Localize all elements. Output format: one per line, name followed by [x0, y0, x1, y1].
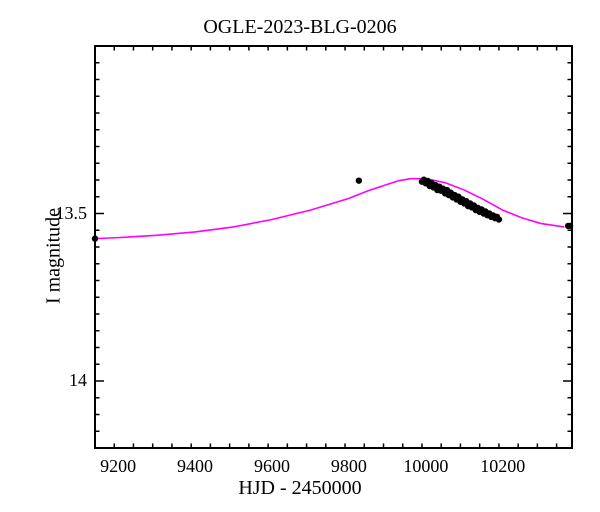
chart-title: OGLE-2023-BLG-0206	[0, 16, 600, 39]
x-tick-label: 9200	[94, 456, 142, 477]
x-tick-label: 9400	[171, 456, 219, 477]
y-tick-label: 13.5	[56, 203, 88, 224]
x-tick-label: 9600	[248, 456, 296, 477]
light-curve-chart: OGLE-2023-BLG-0206 I magnitude HJD - 245…	[0, 0, 600, 512]
plot-area	[0, 0, 600, 512]
x-axis-label: HJD - 2450000	[0, 477, 600, 500]
x-tick-label: 10200	[479, 456, 527, 477]
y-tick-label: 14	[69, 370, 87, 391]
x-tick-label: 10000	[402, 456, 450, 477]
x-tick-label: 9800	[325, 456, 373, 477]
